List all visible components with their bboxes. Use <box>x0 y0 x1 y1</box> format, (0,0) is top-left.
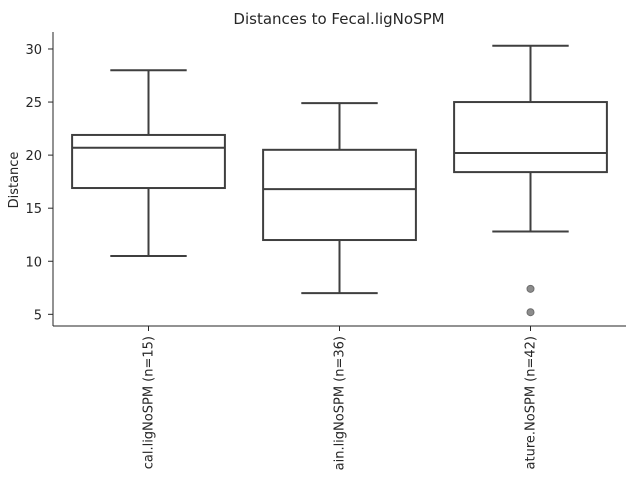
x-tick-label: cal.ligNoSPM (n=15) <box>142 336 157 469</box>
box-group <box>71 69 226 257</box>
boxes <box>71 44 608 317</box>
box-iqr <box>71 133 226 190</box>
box-group <box>262 102 417 295</box>
x-tick-label: ature.NoSPM (n=42) <box>524 336 539 469</box>
y-tick-label: 30 <box>25 43 42 58</box>
y-tick-label: 10 <box>25 255 42 270</box>
box-iqr <box>262 148 417 242</box>
chart-title: Distances to Fecal.ligNoSPM <box>233 10 444 28</box>
y-ticks: 5 10 15 20 25 30 <box>25 43 53 323</box>
x-ticks: cal.ligNoSPM (n=15) ain.ligNoSPM (n=36) at… <box>142 326 539 470</box>
y-tick-label: 5 <box>34 308 42 323</box>
outlier-point <box>526 284 535 293</box>
y-tick-label: 20 <box>25 149 42 164</box>
y-tick-label: 15 <box>25 202 42 217</box>
box-group <box>453 44 608 317</box>
y-tick-label: 25 <box>25 96 42 111</box>
box-iqr <box>453 101 608 174</box>
y-axis-label: Distance <box>7 152 22 209</box>
outlier-point <box>526 308 535 317</box>
x-tick-label: ain.ligNoSPM (n=36) <box>333 336 348 470</box>
